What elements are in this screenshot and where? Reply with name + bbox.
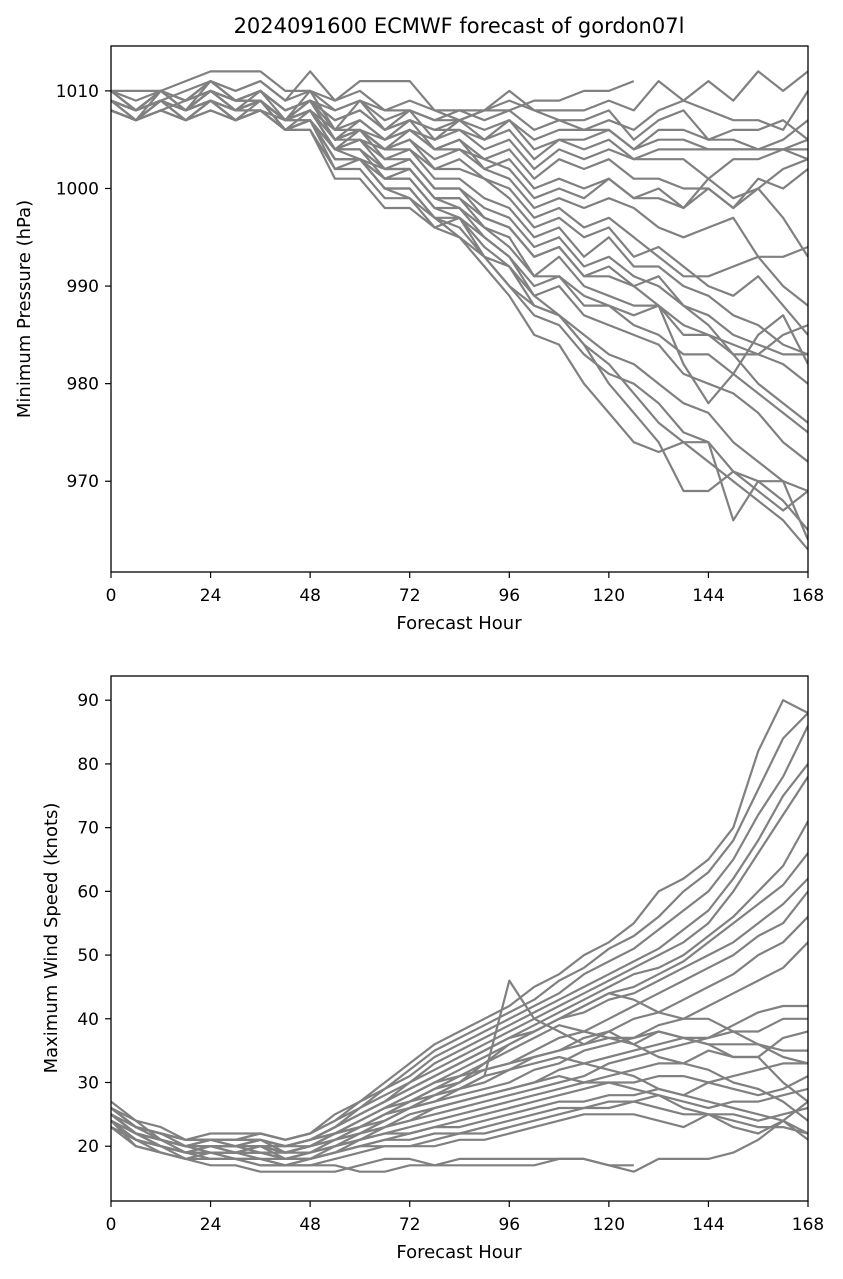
wind-y-tick-label: 50	[77, 946, 99, 966]
wind-series-m02	[111, 1100, 808, 1173]
wind-series-m20	[111, 712, 808, 1141]
wind-series-m04	[111, 1100, 808, 1160]
pressure-x-tick-label: 0	[106, 586, 117, 606]
pressure-ticks: 0 24 48 72 96 120 144 168 970 980 990 1000 1010	[56, 82, 824, 606]
pressure-x-tick-label: 144	[692, 586, 724, 606]
wind-ticks: 0 24 48 72 96 120 144 168 20 30 40 50 60 70 80 90	[77, 691, 824, 1235]
pressure-x-tick-label: 168	[792, 586, 824, 606]
wind-x-tick-label: 120	[593, 1215, 625, 1235]
wind-y-tick-label: 20	[77, 1137, 99, 1157]
wind-x-tick-label: 168	[792, 1215, 824, 1235]
pressure-series-m23	[111, 89, 808, 551]
wind-series-m07	[111, 1062, 808, 1160]
wind-y-tick-label: 70	[77, 819, 99, 839]
wind-x-tick-label: 72	[399, 1215, 421, 1235]
pressure-x-tick-label: 24	[200, 586, 222, 606]
pressure-series-group	[111, 70, 808, 551]
pressure-x-axis-label: Forecast Hour	[396, 613, 522, 634]
wind-x-tick-label: 96	[498, 1215, 520, 1235]
wind-series-m25	[111, 1075, 808, 1160]
wind-series-m26	[111, 992, 808, 1148]
wind-x-axis-label: Forecast Hour	[396, 1242, 522, 1263]
wind-x-tick-label: 0	[106, 1215, 117, 1235]
wind-series-m17	[111, 776, 808, 1148]
pressure-y-tick-label: 1000	[56, 179, 99, 199]
wind-x-tick-label: 48	[299, 1215, 321, 1235]
wind-series-m21	[111, 699, 808, 1141]
wind-series-m19	[111, 725, 808, 1141]
wind-series-m14	[111, 877, 808, 1154]
pressure-x-tick-label: 120	[593, 586, 625, 606]
wind-y-tick-label: 40	[77, 1010, 99, 1030]
wind-plot-frame	[110, 675, 809, 1202]
pressure-x-tick-label: 72	[399, 586, 421, 606]
wind-series-m08	[111, 1030, 808, 1167]
pressure-y-tick-label: 1010	[56, 82, 99, 102]
wind-y-tick-label: 90	[77, 691, 99, 711]
pressure-y-tick-label: 980	[67, 375, 99, 395]
pressure-series-m25	[111, 99, 808, 541]
wind-y-tick-label: 30	[77, 1073, 99, 1093]
pressure-y-tick-label: 990	[67, 277, 99, 297]
wind-series-m05	[111, 1087, 808, 1167]
pressure-panel: 0 24 48 72 96 120 144 168 970 980 990 1000 1010 Fore…	[14, 45, 824, 634]
wind-series-m16	[111, 820, 808, 1148]
wind-x-tick-label: 144	[692, 1215, 724, 1235]
pressure-y-axis-label: Minimum Pressure (hPa)	[14, 200, 35, 418]
pressure-series-m14	[111, 89, 808, 336]
wind-y-tick-label: 80	[77, 755, 99, 775]
pressure-y-tick-label: 970	[67, 472, 99, 492]
wind-x-tick-label: 24	[200, 1215, 222, 1235]
wind-series-m10	[111, 1004, 808, 1154]
wind-y-tick-label: 60	[77, 882, 99, 902]
pressure-series-m24	[111, 89, 808, 512]
pressure-x-tick-label: 48	[299, 586, 321, 606]
wind-series-group	[111, 699, 808, 1173]
pressure-series-m17	[111, 99, 808, 385]
pressure-series-m27	[111, 80, 808, 356]
pressure-x-tick-label: 96	[498, 586, 520, 606]
pressure-series-m22	[111, 89, 808, 531]
pressure-series-m01	[111, 70, 635, 112]
wind-y-axis-label: Maximum Wind Speed (knots)	[41, 803, 62, 1074]
wind-panel: 0 24 48 72 96 120 144 168 20 30 40 50 60 70 80 90 Forec…	[41, 675, 824, 1263]
wind-series-m27	[111, 1030, 808, 1154]
pressure-series-m21	[111, 109, 808, 493]
figure-title: 2024091600 ECMWF forecast of gordon07l	[234, 14, 685, 38]
pressure-plot-frame	[110, 45, 809, 573]
